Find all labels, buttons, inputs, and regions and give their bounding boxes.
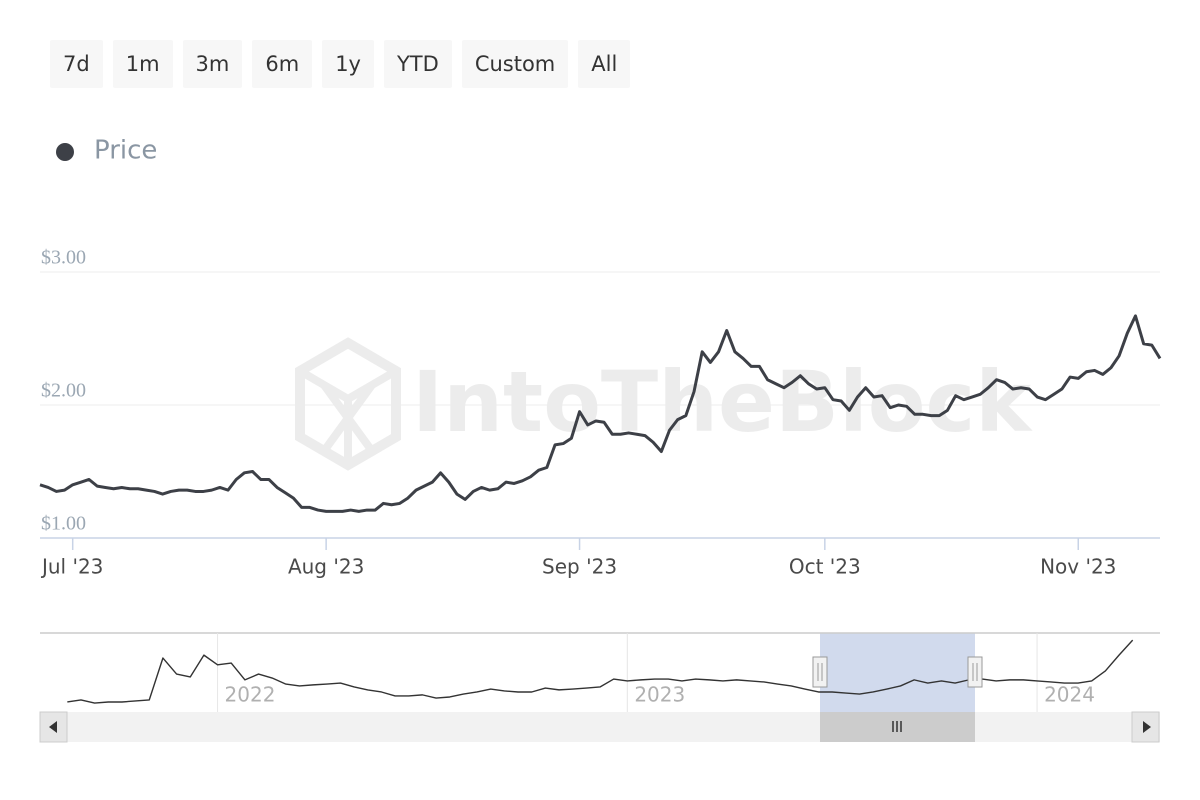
navigator-handle xyxy=(967,656,983,688)
legend-label: Price xyxy=(94,136,157,166)
price-line xyxy=(39,314,1162,513)
scrollbar-right-button[interactable] xyxy=(1131,711,1160,743)
range-button[interactable]: 1y xyxy=(322,40,374,88)
range-button[interactable]: 6m xyxy=(252,40,313,88)
range-button[interactable]: YTD xyxy=(383,40,452,88)
navigator-selection xyxy=(820,633,975,712)
watermark-hexagon xyxy=(295,337,401,471)
navigator-x-label: 2022 xyxy=(225,683,276,707)
x-tick-label: Oct '23 xyxy=(789,555,861,579)
range-button[interactable]: 3m xyxy=(182,40,243,88)
range-button[interactable]: All xyxy=(578,40,631,88)
scrollbar-track xyxy=(40,712,1160,742)
navigator-line xyxy=(67,639,1134,704)
navigator-x-label: 2023 xyxy=(634,683,685,707)
y-tick-label: $2.00 xyxy=(41,380,86,402)
arrow-right xyxy=(1143,721,1151,733)
watermark-cube xyxy=(297,367,399,465)
x-tick-label: Aug '23 xyxy=(288,555,364,579)
navigator-x-label: 2024 xyxy=(1044,683,1095,707)
x-tick-label: Jul '23 xyxy=(40,555,103,579)
y-tick-label: $1.00 xyxy=(41,513,86,535)
range-selector: 7d 1m 3m 6m 1y YTD Custom All xyxy=(50,40,631,88)
x-tick-label: Sep '23 xyxy=(542,555,617,579)
range-button[interactable]: 7d xyxy=(50,40,103,88)
x-tick-label: Nov '23 xyxy=(1040,555,1116,579)
legend-marker xyxy=(56,143,74,161)
watermark: IntoTheBlock xyxy=(412,353,1033,451)
navigator-handle xyxy=(812,656,828,688)
arrow-left xyxy=(49,721,57,733)
watermark-logo xyxy=(295,337,401,471)
y-tick-label: $3.00 xyxy=(41,247,86,269)
range-button[interactable]: Custom xyxy=(461,40,569,88)
range-button[interactable]: 1m xyxy=(112,40,173,88)
